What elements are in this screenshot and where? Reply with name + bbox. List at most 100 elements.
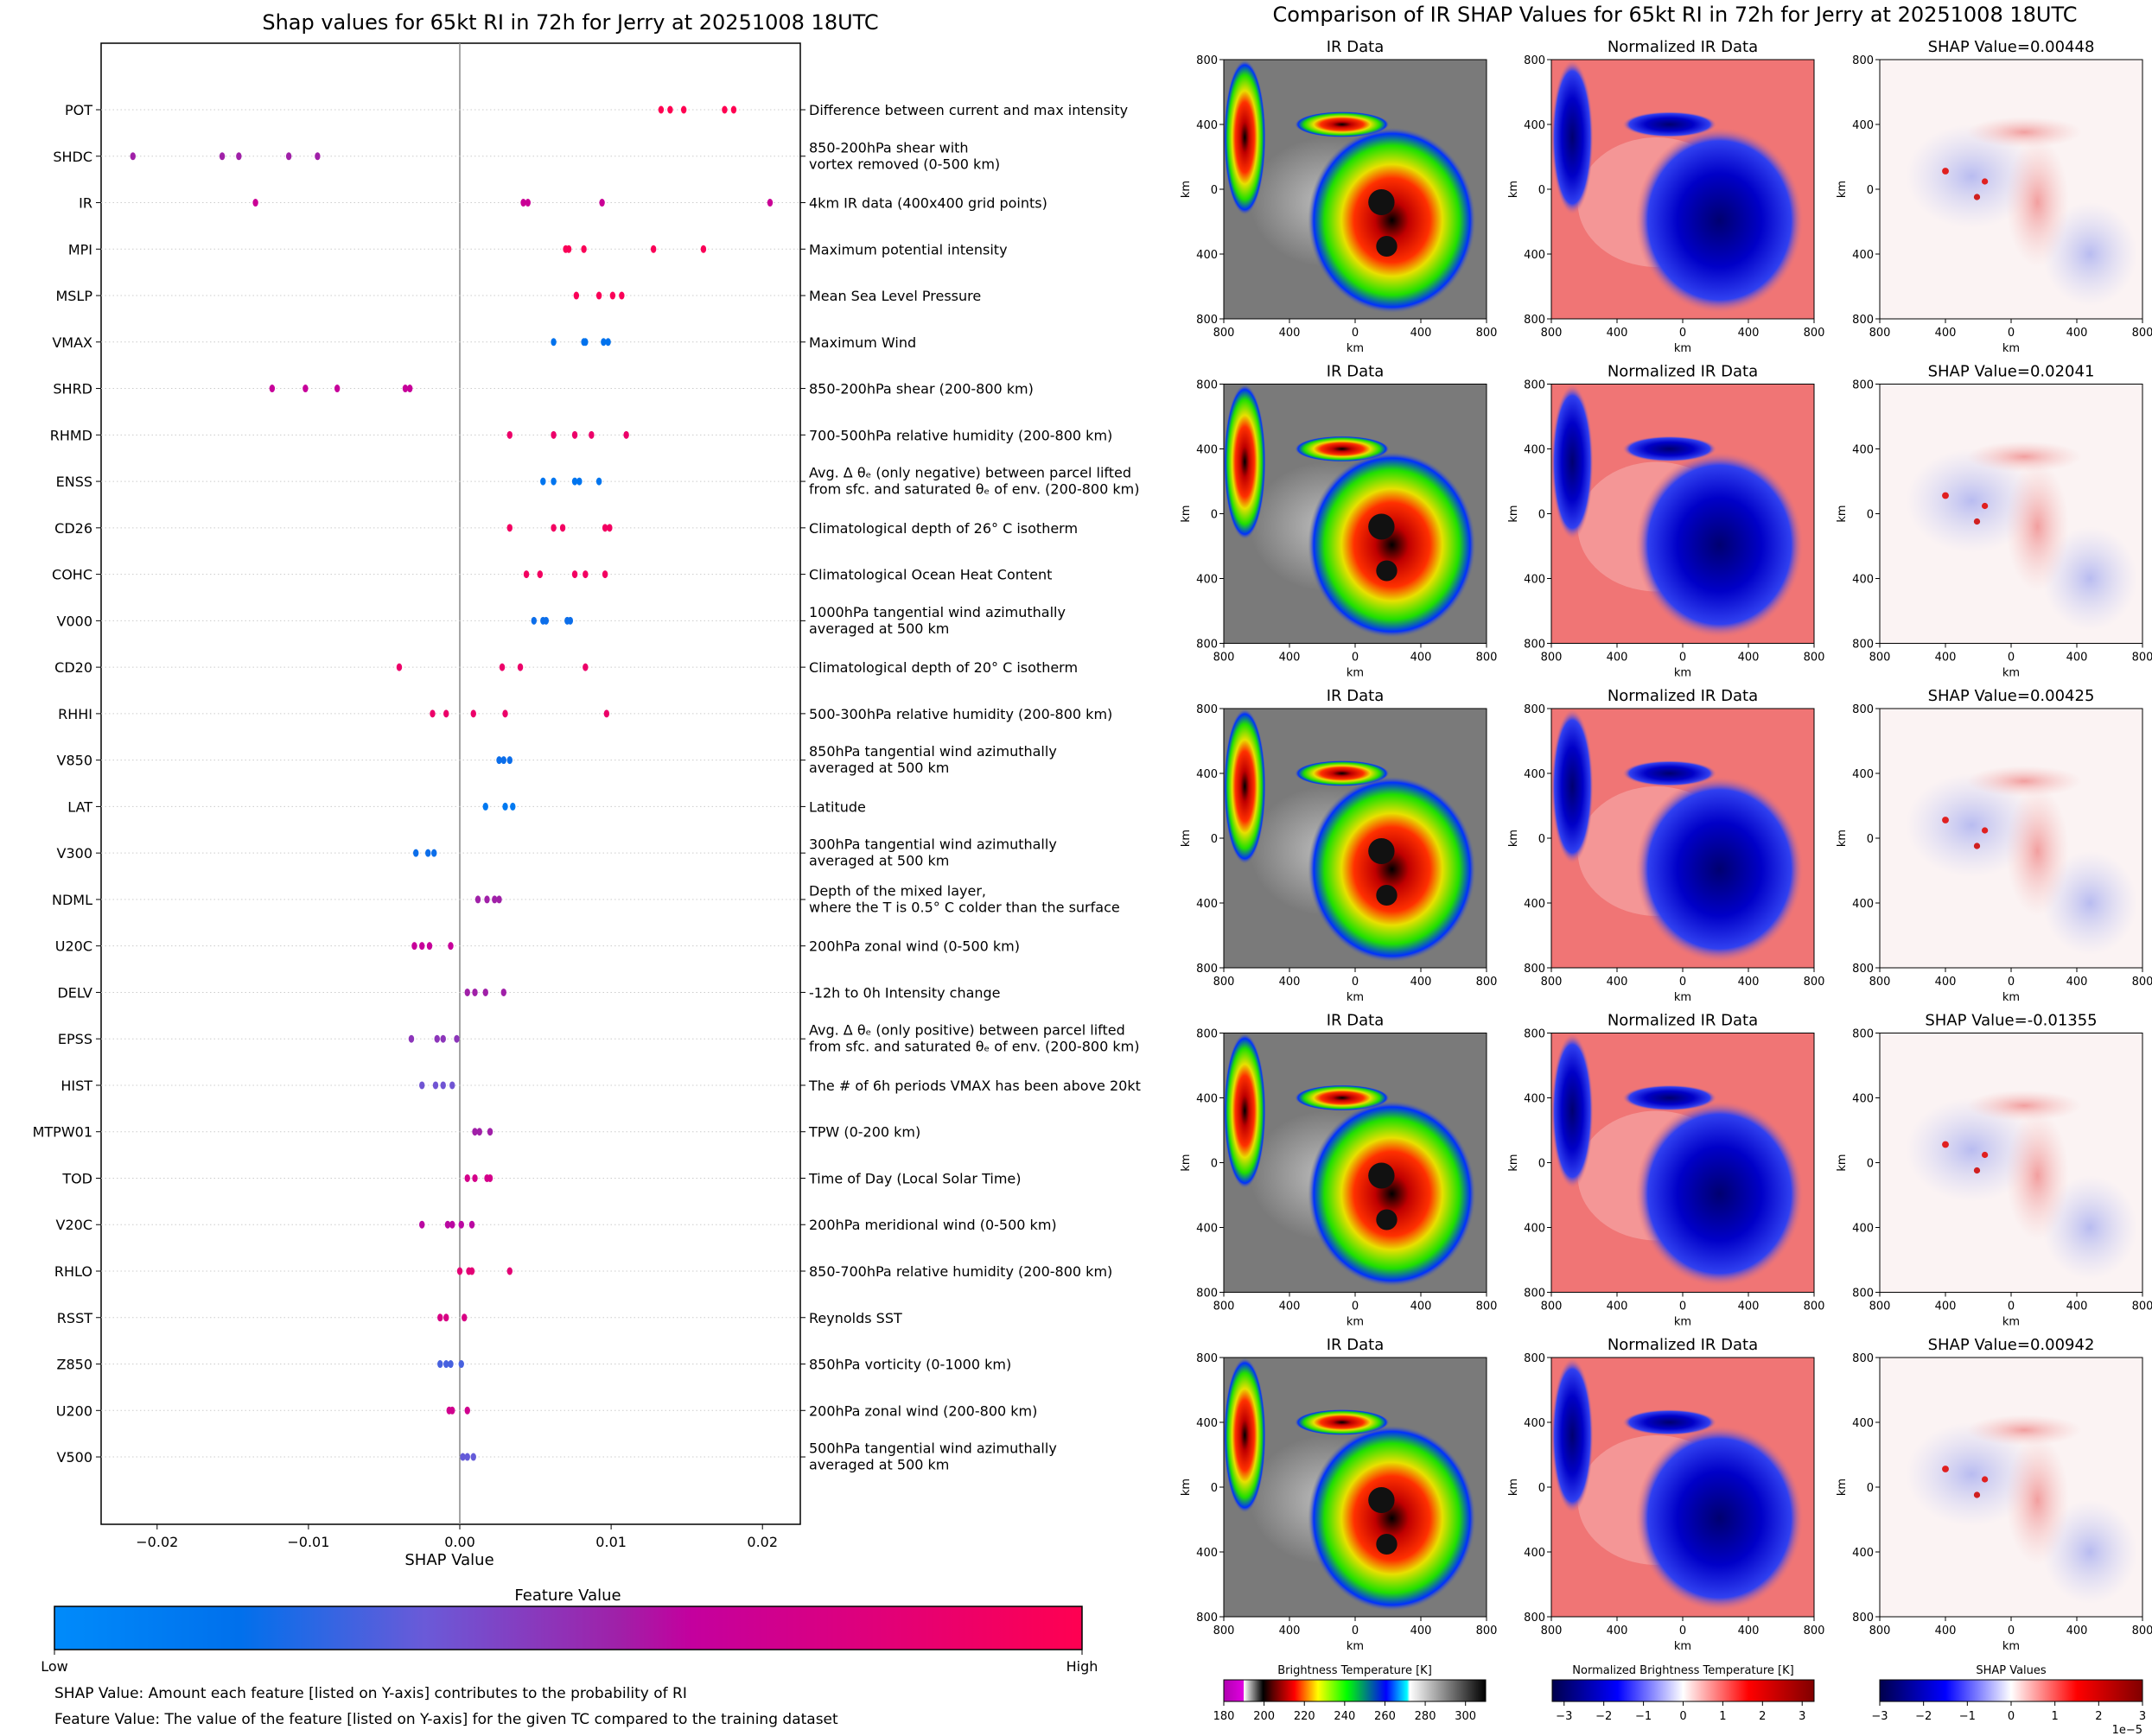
x-axis-label: km (2002, 1316, 2020, 1329)
feature-label: SHRD (53, 381, 92, 397)
y-tick-label: 400 (1196, 1417, 1218, 1430)
colorbar-strip (1551, 1679, 1815, 1702)
y-tick-label: 400 (1524, 1223, 1545, 1236)
shap-point (499, 663, 506, 671)
x-tick-label: 800 (1869, 976, 1891, 989)
shap-point (496, 895, 502, 904)
panel-title: Normalized IR Data (1608, 1012, 1758, 1030)
x-tick-label: 0.02 (747, 1534, 778, 1550)
panel-image (1880, 1358, 2142, 1617)
y-axis-label: km (1180, 505, 1193, 522)
x-axis-label: km (1674, 667, 1691, 680)
colorbar-title: SHAP Values (1976, 1664, 2047, 1677)
x-tick-label: 800 (2132, 1300, 2152, 1313)
y-axis-label: km (1836, 181, 1849, 198)
shap-point (419, 1081, 425, 1090)
shap-point (500, 988, 506, 996)
x-tick-label: 800 (1213, 652, 1235, 665)
y-tick-label: 400 (1852, 249, 1874, 262)
shap-point (496, 756, 502, 765)
shap-point (411, 942, 417, 951)
x-tick-label: 800 (1476, 976, 1498, 989)
y-tick-label: 400 (1524, 768, 1545, 781)
feature-description: Climatological depth of 26° C isotherm (809, 520, 1078, 537)
y-tick-label: 0 (1867, 1158, 1874, 1171)
y-tick-label: 0 (1211, 184, 1218, 197)
shap-point (472, 1128, 478, 1136)
x-tick-label: 800 (1804, 976, 1825, 989)
shap-point (559, 524, 566, 532)
shap-point (440, 1034, 446, 1043)
feature-label: RHHI (58, 706, 92, 722)
feature-description: averaged at 500 km (809, 620, 949, 637)
normalized-temperature-colorbar: Normalized Brightness Temperature [K] −3 −… (1551, 1664, 1815, 1723)
feature-description: 200hPa zonal wind (0-500 km) (809, 938, 1020, 955)
shap-point (444, 1220, 451, 1229)
feature-row-rhmd: RHMD 700-500hPa relative humidity (200-80… (50, 427, 1113, 443)
feature-row-v500: V500 500hPa tangential wind azimuthallyav… (57, 1440, 1057, 1473)
y-tick-label: 800 (1852, 963, 1874, 976)
x-tick-label: 400 (2066, 652, 2088, 665)
feature-label: MTPW01 (33, 1124, 92, 1141)
x-tick-label: 400 (1410, 976, 1432, 989)
x-tick-label: −0.02 (136, 1534, 178, 1550)
x-tick-label: 800 (1541, 652, 1563, 665)
panel-title: Normalized IR Data (1608, 687, 1758, 705)
y-axis-label: km (1180, 181, 1193, 198)
feature-description: 850-200hPa shear (200-800 km) (809, 381, 1034, 397)
colorbar-title: Brightness Temperature [K] (1277, 1664, 1432, 1677)
feature-row-pot: POT Difference between current and max in… (65, 102, 1128, 118)
y-tick-label: 400 (1524, 1417, 1545, 1430)
shap-point (472, 1173, 478, 1182)
x-tick-label: 400 (1279, 652, 1301, 665)
x-tick-label: 400 (1607, 327, 1628, 340)
colorbar-tick-label: 200 (1253, 1710, 1275, 1723)
x-axis-label: km (1674, 342, 1691, 355)
shap-point (520, 199, 526, 207)
y-tick-label: 800 (1196, 703, 1218, 716)
shap-values-colorbar: SHAP Values −3 −2 −1 0 1 2 31e−5 (1871, 1664, 2146, 1736)
shap-point (722, 105, 728, 114)
y-tick-label: 400 (1852, 574, 1874, 587)
feature-description: 500hPa tangential wind azimuthally (809, 1440, 1057, 1457)
shap-point (583, 663, 589, 671)
shap-point (492, 895, 498, 904)
panel-title: IR Data (1327, 363, 1385, 381)
x-tick-label: 800 (2132, 652, 2152, 665)
y-tick-label: 800 (1852, 54, 1874, 67)
y-tick-label: 800 (1852, 314, 1874, 327)
colorbar-strip (1879, 1679, 2143, 1702)
x-axis-label: km (1347, 1640, 1364, 1653)
y-tick-label: 0 (1211, 833, 1218, 846)
shap-point (407, 385, 413, 393)
feature-row-v000: V000 1000hPa tangential wind azimuthallya… (57, 604, 1066, 637)
y-axis-label: km (1180, 830, 1193, 847)
shap-point (456, 1267, 463, 1275)
x-tick-label: 0.00 (444, 1534, 475, 1550)
shap-point (269, 385, 276, 393)
shap-point (408, 1034, 415, 1043)
y-tick-label: 400 (1852, 1547, 1874, 1560)
shap-point (472, 988, 478, 996)
y-tick-label: 0 (1867, 509, 1874, 522)
feature-row-cohc: COHC Climatological Ocean Heat Content (52, 567, 1052, 583)
y-tick-label: 0 (1211, 1482, 1218, 1495)
feature-label: V500 (57, 1449, 92, 1466)
x-tick-label: 0 (2008, 652, 2015, 665)
y-tick-label: 800 (1196, 963, 1218, 976)
shap-point (500, 756, 506, 765)
x-tick-label: 0 (1679, 652, 1686, 665)
y-tick-label: 400 (1852, 444, 1874, 457)
colorbar-tick-label: 220 (1294, 1710, 1315, 1723)
x-tick-label: 400 (2066, 1300, 2088, 1313)
shap-point (506, 1267, 513, 1275)
colorbar-tick-label: 1 (1719, 1710, 1726, 1723)
y-tick-label: 800 (1852, 1288, 1874, 1300)
shap-point (551, 430, 557, 439)
y-axis-label: km (1180, 1154, 1193, 1171)
shap-point (464, 1173, 470, 1182)
x-tick-label: 400 (2066, 976, 2088, 989)
feature-row-lat: LAT Latitude (67, 798, 866, 815)
